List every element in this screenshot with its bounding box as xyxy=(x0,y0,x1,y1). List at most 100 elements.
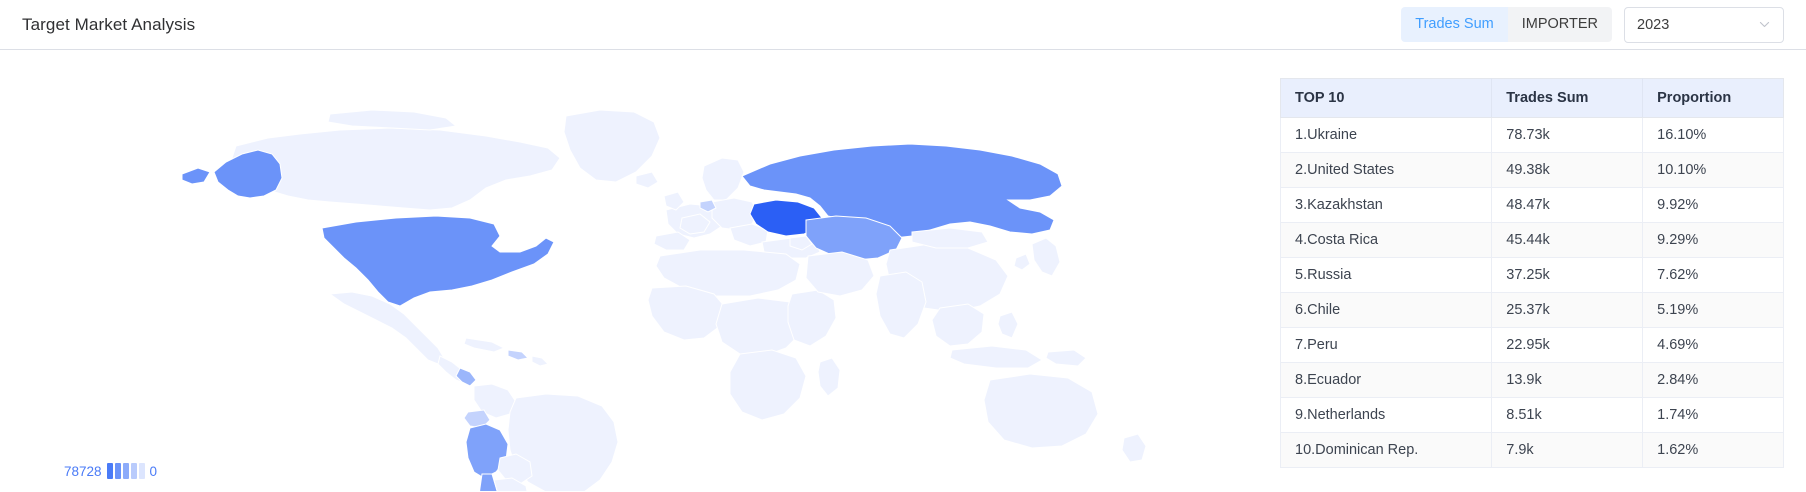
cell-proportion: 1.62% xyxy=(1642,432,1784,468)
map-country-madagascar xyxy=(817,357,841,397)
map-country-mexico xyxy=(328,291,445,365)
metric-segmented-control[interactable]: Trades Sum IMPORTER xyxy=(1401,7,1612,42)
table-row[interactable]: 3.Kazakhstan 48.47k 9.92% xyxy=(1279,187,1784,223)
cell-proportion: 7.62% xyxy=(1642,257,1784,293)
cell-rank: 6.Chile xyxy=(1279,292,1493,328)
year-select-value: 2023 xyxy=(1637,16,1670,33)
map-country-dominican-rep xyxy=(507,349,530,361)
map-country-papua-new-guinea xyxy=(1045,349,1087,367)
table-row[interactable]: 6.Chile 25.37k 5.19% xyxy=(1279,292,1784,328)
cell-trades-sum: 25.37k xyxy=(1491,292,1644,328)
cell-proportion: 9.92% xyxy=(1642,187,1784,223)
map-country-cuba xyxy=(463,337,506,353)
cell-trades-sum: 22.95k xyxy=(1491,327,1644,363)
column-header-top10: TOP 10 xyxy=(1279,78,1493,118)
table-body: 1.Ukraine 78.73k 16.10% 2.United States … xyxy=(1279,117,1784,468)
cell-rank: 5.Russia xyxy=(1279,257,1493,293)
map-alaska-aleutian xyxy=(181,167,211,185)
cell-rank: 2.United States xyxy=(1279,152,1493,188)
table-row[interactable]: 9.Netherlands 8.51k 1.74% xyxy=(1279,397,1784,433)
table-row[interactable]: 8.Ecuador 13.9k 2.84% xyxy=(1279,362,1784,398)
map-country-philippines xyxy=(997,311,1019,339)
tab-importer[interactable]: IMPORTER xyxy=(1507,7,1612,42)
cell-trades-sum: 48.47k xyxy=(1491,187,1644,223)
map-country-japan xyxy=(1031,237,1061,277)
map-southeast-asia xyxy=(931,303,985,347)
tab-trades-sum[interactable]: Trades Sum xyxy=(1401,7,1508,42)
cell-proportion: 4.69% xyxy=(1642,327,1784,363)
map-middle-east xyxy=(805,251,875,297)
table-row[interactable]: 1.Ukraine 78.73k 16.10% xyxy=(1279,117,1784,153)
world-choropleth-map[interactable]: .land { fill:#e6ecfd; stroke:#ffffff; st… xyxy=(0,50,1280,491)
map-country-india xyxy=(875,271,927,339)
cell-proportion: 10.10% xyxy=(1642,152,1784,188)
legend-swatch-2 xyxy=(114,463,121,479)
map-country-iceland xyxy=(635,171,659,189)
map-country-australia xyxy=(983,373,1099,449)
page-body: .land { fill:#e6ecfd; stroke:#ffffff; st… xyxy=(0,50,1806,491)
map-country-bolivia xyxy=(497,453,533,485)
legend-swatch-3 xyxy=(122,463,129,479)
map-africa-west xyxy=(647,285,727,341)
map-caucasus xyxy=(789,235,813,251)
cell-trades-sum: 45.44k xyxy=(1491,222,1644,258)
cell-proportion: 1.74% xyxy=(1642,397,1784,433)
page-header: Target Market Analysis Trades Sum IMPORT… xyxy=(0,0,1806,50)
cell-proportion: 5.19% xyxy=(1642,292,1784,328)
legend-swatch-5 xyxy=(138,463,145,479)
map-country-uk xyxy=(663,191,685,211)
map-country-russia xyxy=(741,143,1063,239)
map-region-alaska xyxy=(213,149,283,199)
map-country-kazakhstan xyxy=(805,215,903,261)
map-country-greenland xyxy=(563,109,661,183)
cell-trades-sum: 37.25k xyxy=(1491,257,1644,293)
legend-min-label: 0 xyxy=(149,463,158,479)
cell-rank: 9.Netherlands xyxy=(1279,397,1493,433)
table-header-row: TOP 10 Trades Sum Proportion xyxy=(1279,78,1784,118)
cell-trades-sum: 7.9k xyxy=(1491,432,1644,468)
table-row[interactable]: 7.Peru 22.95k 4.69% xyxy=(1279,327,1784,363)
map-country-france xyxy=(679,213,711,235)
cell-rank: 3.Kazakhstan xyxy=(1279,187,1493,223)
legend-swatch-1 xyxy=(106,463,113,479)
map-country-costa-rica xyxy=(455,367,477,387)
header-controls: Trades Sum IMPORTER 2023 xyxy=(1401,6,1784,43)
cell-trades-sum: 8.51k xyxy=(1491,397,1644,433)
cell-proportion: 16.10% xyxy=(1642,117,1784,153)
chevron-down-icon xyxy=(1758,18,1771,31)
map-country-spain xyxy=(653,231,691,251)
top10-table: TOP 10 Trades Sum Proportion 1.Ukraine 7… xyxy=(1279,78,1784,468)
cell-rank: 8.Ecuador xyxy=(1279,362,1493,398)
cell-rank: 1.Ukraine xyxy=(1279,117,1493,153)
table-row[interactable]: 2.United States 49.38k 10.10% xyxy=(1279,152,1784,188)
cell-proportion: 2.84% xyxy=(1642,362,1784,398)
map-country-new-zealand xyxy=(1121,433,1147,463)
map-country-argentina xyxy=(493,477,528,491)
map-country-korea xyxy=(1013,253,1031,271)
cell-proportion: 9.29% xyxy=(1642,222,1784,258)
map-canada-arctic-isles xyxy=(327,109,458,131)
legend-swatch-4 xyxy=(130,463,137,479)
map-country-peru xyxy=(465,423,509,479)
map-caribbean-isles xyxy=(531,355,549,367)
cell-rank: 7.Peru xyxy=(1279,327,1493,363)
map-africa-central xyxy=(715,297,805,357)
column-header-trades-sum: Trades Sum xyxy=(1491,78,1644,118)
legend-max-label: 78728 xyxy=(64,463,102,479)
map-country-united-states xyxy=(321,215,555,307)
map-country-netherlands xyxy=(699,199,717,213)
map-legend: 78728 0 xyxy=(64,463,157,479)
top10-table-panel: TOP 10 Trades Sum Proportion 1.Ukraine 7… xyxy=(1279,50,1806,491)
table-row[interactable]: 10.Dominican Rep. 7.9k 1.62% xyxy=(1279,432,1784,468)
page-title: Target Market Analysis xyxy=(22,14,196,34)
table-row[interactable]: 5.Russia 37.25k 7.62% xyxy=(1279,257,1784,293)
map-country-brazil xyxy=(507,393,619,491)
cell-trades-sum: 13.9k xyxy=(1491,362,1644,398)
cell-trades-sum: 78.73k xyxy=(1491,117,1644,153)
year-select[interactable]: 2023 xyxy=(1624,6,1784,43)
table-row[interactable]: 4.Costa Rica 45.44k 9.29% xyxy=(1279,222,1784,258)
world-map-panel: .land { fill:#e6ecfd; stroke:#ffffff; st… xyxy=(0,50,1280,491)
map-africa-north xyxy=(655,249,801,297)
column-header-proportion: Proportion xyxy=(1642,78,1784,118)
map-africa-south xyxy=(729,349,807,421)
